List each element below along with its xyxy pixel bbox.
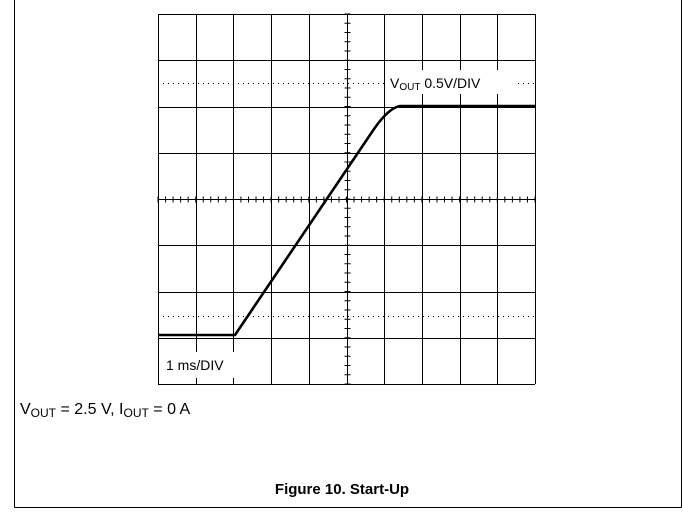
timebase-label: 1 ms/DIV — [166, 357, 224, 373]
cond-part: OUT — [31, 406, 57, 420]
cond-part: V — [20, 401, 31, 418]
trace-label-main: V — [390, 75, 400, 91]
label-bg — [385, 70, 517, 94]
cond-part: OUT — [123, 406, 149, 420]
trace-label: VOUT 0.5V/DIV — [390, 75, 481, 93]
cond-part: = 0 A — [149, 401, 191, 418]
scope-screen — [157, 13, 536, 385]
conditions: VOUT = 2.5 V, IOUT = 0 A — [20, 401, 191, 420]
cond-part: I — [119, 401, 123, 418]
trace-label-rest: 0.5V/DIV — [420, 75, 481, 91]
trace-label-sub: OUT — [399, 82, 420, 93]
cond-part: = 2.5 V, — [56, 401, 119, 418]
label-bg — [160, 352, 244, 378]
trace — [158, 104, 535, 337]
figure-title: Figure 10. Start-Up — [275, 481, 409, 498]
